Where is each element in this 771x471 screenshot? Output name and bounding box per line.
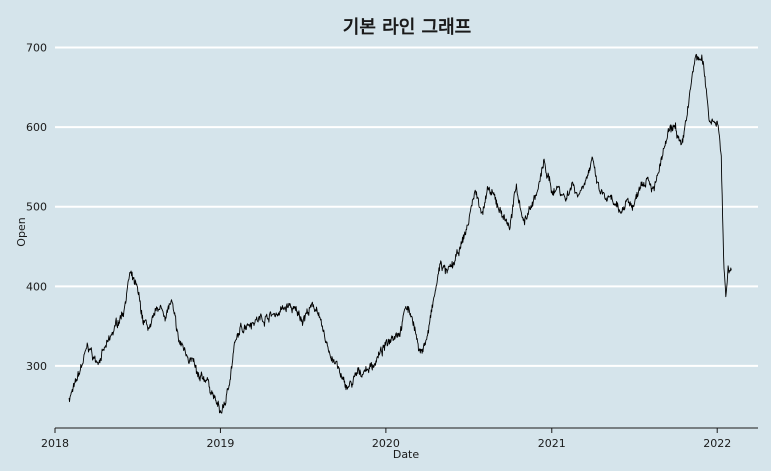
y-tick-label: 400 bbox=[26, 280, 47, 293]
grid-lines bbox=[55, 46, 758, 367]
x-tick-label: 2018 bbox=[41, 437, 69, 450]
x-tick-label: 2022 bbox=[703, 437, 731, 450]
y-tick-label: 600 bbox=[26, 121, 47, 134]
x-tick-label: 2021 bbox=[538, 437, 566, 450]
y-tick-labels: 300 400 500 600 700 bbox=[26, 42, 47, 373]
x-axis: 2018 2019 2020 2021 2022 bbox=[41, 427, 758, 450]
x-tick-label: 2019 bbox=[206, 437, 234, 450]
y-axis-label: Open bbox=[15, 217, 28, 246]
series-group bbox=[68, 53, 732, 414]
y-tick-label: 500 bbox=[26, 201, 47, 214]
x-tick-label: 2020 bbox=[372, 437, 400, 450]
chart-title: 기본 라인 그래프 bbox=[343, 17, 471, 38]
y-tick-label: 300 bbox=[26, 360, 47, 373]
series-line bbox=[68, 53, 732, 414]
x-axis-label: Date bbox=[393, 448, 420, 461]
y-tick-label: 700 bbox=[26, 42, 47, 55]
